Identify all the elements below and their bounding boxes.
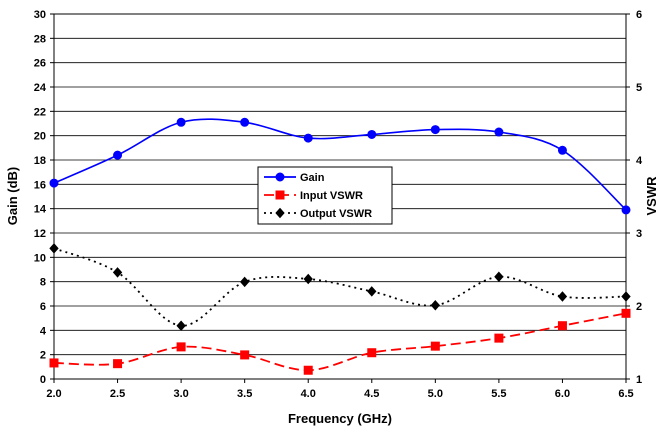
- y-axis-title: Gain (dB): [5, 167, 20, 226]
- x-axis-ticks: 2.0 2.5 3.0 3.5 4.0 4.5 5.0 5.5 6.0 6.5: [46, 379, 634, 400]
- y2-tick-label: 6: [636, 9, 642, 21]
- data-point: [112, 267, 123, 278]
- x-tick-label: 2.5: [110, 388, 125, 400]
- y-tick-label: 30: [34, 9, 46, 21]
- data-point: [494, 127, 504, 137]
- y-tick-label: 26: [34, 58, 46, 70]
- y-tick-label: 14: [34, 204, 47, 216]
- y-tick-label: 2: [40, 350, 46, 362]
- legend-label: Input VSWR: [300, 190, 363, 202]
- y2-tick-label: 5: [636, 82, 642, 94]
- y-tick-label: 8: [40, 277, 46, 289]
- series-gain: [49, 117, 631, 215]
- y-tick-label: 12: [34, 228, 46, 240]
- data-point: [176, 117, 186, 127]
- legend: Gain Input VSWR Output VSWR: [257, 166, 393, 225]
- y-tick-label: 10: [34, 252, 46, 264]
- data-point: [239, 276, 250, 288]
- data-point: [621, 308, 631, 318]
- data-point: [557, 145, 567, 155]
- series-output-vswr: [49, 243, 631, 331]
- data-point: [240, 350, 250, 360]
- data-point: [621, 205, 631, 215]
- y-tick-label: 18: [34, 155, 46, 167]
- x-tick-label: 3.5: [237, 388, 252, 400]
- data-point: [240, 117, 250, 127]
- y2-tick-label: 4: [636, 155, 643, 167]
- series-input-vswr: [49, 308, 631, 375]
- x-tick-label: 4.0: [301, 388, 316, 400]
- data-point: [621, 291, 631, 302]
- series-line: [53, 118, 627, 211]
- data-point: [303, 365, 313, 375]
- y-tick-label: 6: [40, 301, 46, 313]
- y-tick-label: 0: [40, 374, 46, 386]
- y-tick-label: 16: [34, 179, 46, 191]
- x-axis-title: Frequency (GHz): [288, 411, 392, 426]
- data-point: [113, 150, 123, 160]
- legend-marker: [275, 190, 285, 200]
- y2-axis-title: VSWR: [644, 176, 659, 216]
- x-tick-label: 6.5: [618, 388, 633, 400]
- data-point: [367, 129, 377, 139]
- x-tick-label: 2.0: [46, 388, 61, 400]
- legend-marker: [275, 207, 285, 219]
- data-point: [113, 359, 123, 369]
- y2-tick-label: 2: [636, 301, 642, 313]
- gridlines: [54, 37, 626, 356]
- x-tick-label: 4.5: [364, 388, 379, 400]
- data-point: [176, 342, 186, 352]
- y2-tick-label: 3: [636, 228, 642, 240]
- data-point: [49, 358, 59, 368]
- data-point: [494, 333, 504, 343]
- y-tick-label: 22: [34, 106, 46, 118]
- data-point: [303, 273, 313, 285]
- series-group: [49, 117, 631, 375]
- series-line: [53, 247, 627, 327]
- y-tick-label: 28: [34, 33, 46, 45]
- y-tick-label: 24: [34, 82, 47, 94]
- x-tick-label: 3.0: [173, 388, 188, 400]
- y2-axis-ticks: 1 2 3 4 5 6: [626, 9, 643, 386]
- data-point: [367, 348, 377, 358]
- legend-label: Gain: [300, 172, 325, 184]
- legend-marker: [275, 172, 285, 182]
- y2-tick-label: 1: [636, 374, 642, 386]
- y-tick-label: 4: [40, 325, 47, 337]
- data-point: [557, 291, 568, 302]
- data-point: [494, 271, 504, 283]
- y-tick-label: 20: [34, 131, 46, 143]
- data-point: [49, 243, 59, 254]
- series-line: [53, 312, 627, 372]
- data-point: [557, 321, 567, 331]
- data-point: [430, 341, 440, 351]
- x-tick-label: 5.5: [491, 388, 506, 400]
- data-point: [49, 178, 59, 188]
- data-point: [303, 133, 313, 143]
- data-point: [430, 300, 441, 311]
- data-point: [367, 286, 377, 297]
- data-point: [430, 125, 440, 135]
- x-tick-label: 6.0: [555, 388, 570, 400]
- legend-label: Output VSWR: [300, 208, 372, 220]
- x-tick-label: 5.0: [428, 388, 443, 400]
- data-point: [176, 320, 186, 331]
